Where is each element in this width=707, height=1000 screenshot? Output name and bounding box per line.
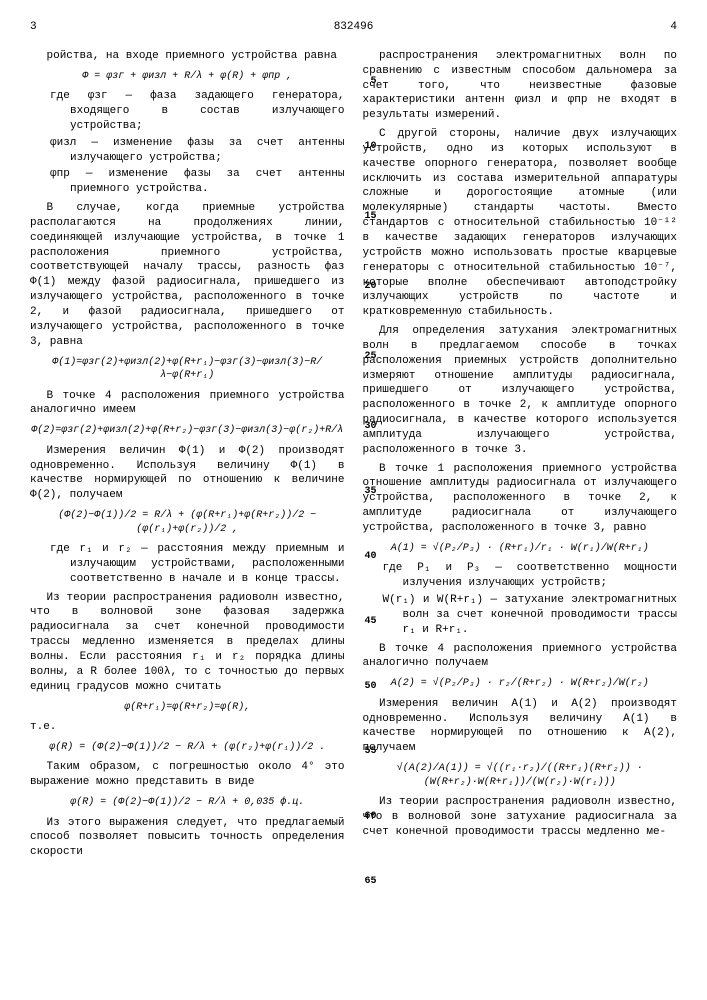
- paragraph: Таким образом, с погрешностью около 4° э…: [30, 760, 345, 790]
- label-te: т.е.: [30, 721, 56, 733]
- page-number-left: 3: [30, 20, 37, 35]
- line-number: 40: [364, 550, 376, 564]
- paragraph: Измерения величин A(1) и A(2) производят…: [363, 697, 678, 756]
- formula: φ(R) = (Φ(2)−Φ(1))/2 − R/λ + 0,035 ф.ц.: [30, 796, 345, 810]
- patent-number: 832496: [334, 20, 374, 35]
- formula: Φ(1)=φзг(2)+φизл(2)+φ(R+r₁)−φзг(3)−φизл(…: [30, 356, 345, 383]
- definition: где P₁ и P₃ — соответственно мощности из…: [383, 561, 678, 591]
- line-number: 55: [364, 745, 376, 759]
- line-number: 15: [364, 210, 376, 224]
- line-number: 50: [364, 680, 376, 694]
- left-column: ройства, на входе приемного устройства р…: [30, 45, 345, 864]
- text-columns: ройства, на входе приемного устройства р…: [30, 45, 677, 864]
- paragraph: Из теории распространения радиоволн изве…: [30, 591, 345, 695]
- right-column: 5 10 15 20 25 30 35 40 45 50 55 60 65 ра…: [363, 45, 678, 864]
- line-number: 20: [364, 280, 376, 294]
- line-number: 35: [364, 485, 376, 499]
- formula: φ(R) = (Φ(2)−Φ(1))/2 − R/λ + (φ(r₂)+φ(r₁…: [30, 741, 345, 755]
- definition: φпр — изменение фазы за счет антенны при…: [50, 167, 345, 197]
- paragraph: Измерения величин Φ(1) и Φ(2) производят…: [30, 444, 345, 503]
- formula: φ(R+r₁)=φ(R+r₂)=φ(R),: [30, 701, 345, 715]
- formula: √(A(2)/A(1)) = √((r₁·r₂)/((R+r₁)(R+r₂)) …: [363, 762, 678, 789]
- line-numbers-gutter: 5 10 15 20 25 30 35 40 45 50 55 60 65: [359, 45, 377, 864]
- definition: φизл — изменение фазы за счет антенны из…: [50, 136, 345, 166]
- formula: A(1) = √(P₂/P₃) · (R+r₁)/r₁ · W(r₁)/W(R+…: [363, 542, 678, 556]
- definition: где r₁ и r₂ — расстояния между приемным …: [50, 542, 345, 587]
- paragraph: В точке 1 расположения приемного устройс…: [363, 462, 678, 536]
- paragraph: Из теории распространения радиоволн изве…: [363, 795, 678, 840]
- formula: (Φ(2)−Φ(1))/2 = R/λ + (φ(R+r₁)+φ(R+r₂))/…: [30, 509, 345, 536]
- line-number: 30: [364, 420, 376, 434]
- paragraph: В точке 4 расположения приемного устройс…: [363, 642, 678, 672]
- definition: W(r₁) и W(R+r₁) — затухание электромагни…: [383, 593, 678, 638]
- formula: Φ = φзг + φизл + R/λ + φ(R) + φпр ,: [30, 70, 345, 84]
- line-number: 65: [364, 875, 376, 889]
- paragraph: Для определения затухания электромагнитн…: [363, 324, 678, 458]
- line-number: 60: [364, 810, 376, 824]
- formula: A(2) = √(P₂/P₃) · r₂/(R+r₂) · W(R+r₂)/W(…: [363, 677, 678, 691]
- line-number: 10: [364, 140, 376, 154]
- page-number-right: 4: [670, 20, 677, 35]
- paragraph: В точке 4 расположения приемного устройс…: [30, 389, 345, 419]
- formula: Φ(2)=φзг(2)+φизл(2)+φ(R+r₂)−φзг(3)−φизл(…: [30, 424, 345, 438]
- paragraph: ройства, на входе приемного устройства р…: [30, 49, 345, 64]
- line-number: 45: [364, 615, 376, 629]
- line-number: 25: [364, 350, 376, 364]
- paragraph: С другой стороны, наличие двух излучающи…: [363, 127, 678, 320]
- definition: где φзг — фаза задающего генератора, вхо…: [50, 89, 345, 134]
- paragraph: распространения электромагнитных волн по…: [363, 49, 678, 123]
- paragraph: В случае, когда приемные устройства расп…: [30, 201, 345, 349]
- line-number: 5: [370, 75, 376, 89]
- paragraph: Из этого выражения следует, что предлага…: [30, 816, 345, 861]
